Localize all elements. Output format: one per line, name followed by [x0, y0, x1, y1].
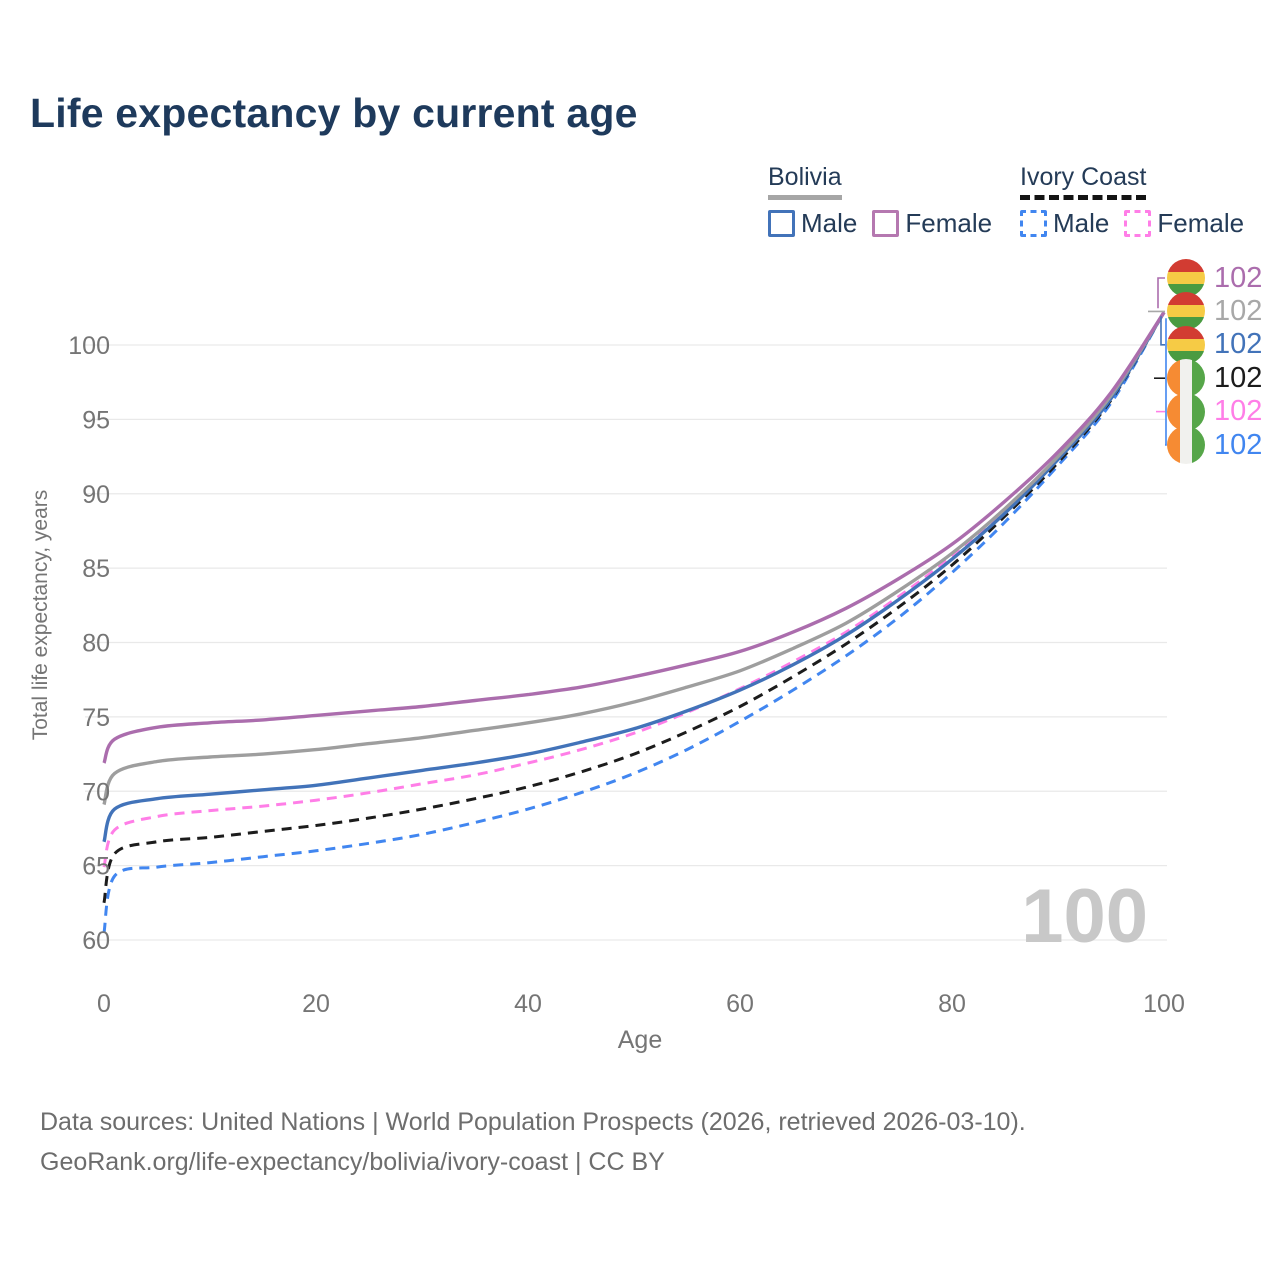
age-watermark: 100 — [1021, 874, 1148, 959]
legend-bolivia-female-label: Female — [905, 208, 993, 238]
ivory-coast-male-swatch-icon — [1020, 210, 1047, 237]
y-tick-80: 80 — [82, 630, 110, 658]
series-line-ivory-coast-male[interactable] — [102, 311, 1166, 933]
end-label-row-bolivia-1: 102 — [1167, 292, 1263, 331]
ivory-coast-female-swatch-icon — [1124, 210, 1152, 237]
legend-bolivia-female[interactable]: Female — [872, 208, 992, 239]
footer-source-line: Data sources: United Nations | World Pop… — [40, 1108, 1026, 1136]
footer-link-line: GeoRank.org/life-expectancy/bolivia/ivor… — [40, 1148, 665, 1176]
legend-bolivia-male[interactable]: Male — [768, 208, 857, 239]
x-tick-100: 100 — [1143, 990, 1185, 1018]
x-tick-60: 60 — [726, 990, 754, 1018]
x-tick-80: 80 — [938, 990, 966, 1018]
legend-bolivia-male-label: Male — [801, 208, 858, 238]
legend-ivory-coast-female-label: Female — [1157, 208, 1245, 238]
series-line-ivory-coast[interactable] — [102, 311, 1166, 904]
y-tick-75: 75 — [82, 704, 110, 732]
legend-country-bolivia-label: Bolivia — [768, 163, 842, 191]
x-tick-40: 40 — [514, 990, 542, 1018]
y-tick-70: 70 — [82, 778, 110, 806]
leader-line-0 — [1157, 277, 1165, 309]
legend-ivory-coast-female[interactable]: Female — [1124, 208, 1244, 239]
legend-group-bolivia: Bolivia Male Female — [768, 163, 992, 239]
plot-area[interactable] — [85, 270, 1167, 940]
legend-country-bolivia[interactable]: Bolivia — [768, 163, 842, 200]
series-line-bolivia[interactable] — [102, 311, 1166, 806]
legend-country-ivory-coast-label: Ivory Coast — [1020, 163, 1147, 191]
series-line-bolivia-female[interactable] — [102, 311, 1166, 764]
page-title: Life expectancy by current age — [30, 90, 638, 136]
legend-group-ivory-coast: Ivory Coast Male Female — [1020, 163, 1244, 239]
end-label-row-bolivia-2: 102 — [1167, 325, 1263, 364]
x-tick-0: 0 — [97, 990, 111, 1018]
legend-country-ivory-coast[interactable]: Ivory Coast — [1020, 163, 1147, 200]
bolivia-flag-icon — [1167, 325, 1205, 364]
legend-ivory-coast-male-label: Male — [1053, 208, 1110, 238]
end-label-row-bolivia-0: 102 — [1167, 259, 1262, 297]
x-axis-title: Age — [618, 1026, 662, 1054]
bolivia-male-swatch-icon — [768, 210, 795, 237]
end-value-label: 102 — [1214, 395, 1263, 428]
leader-line-5 — [1165, 318, 1167, 446]
end-label-row-ivory-coast-4: 102 — [1167, 392, 1263, 431]
bolivia-flag-icon — [1167, 259, 1205, 297]
x-tick-20: 20 — [302, 990, 330, 1018]
end-value-label: 102 — [1214, 261, 1263, 294]
end-value-label: 102 — [1214, 428, 1263, 461]
y-tick-60: 60 — [82, 927, 110, 955]
end-value-label: 102 — [1214, 361, 1263, 394]
bolivia-female-swatch-icon — [872, 210, 900, 237]
end-label-row-ivory-coast-5: 102 — [1167, 426, 1262, 464]
series-line-bolivia-male[interactable] — [102, 311, 1166, 843]
bolivia-flag-icon — [1167, 292, 1205, 331]
end-value-label: 102 — [1214, 294, 1263, 327]
y-tick-100: 100 — [68, 332, 110, 360]
ivory-coast-flag-icon — [1167, 426, 1205, 464]
leader-line-2 — [1160, 316, 1165, 346]
ivory-coast-flag-icon — [1167, 359, 1205, 398]
end-value-label: 102 — [1214, 328, 1263, 361]
y-tick-65: 65 — [82, 853, 110, 881]
legend-ivory-coast-male[interactable]: Male — [1020, 208, 1109, 239]
y-tick-90: 90 — [82, 481, 110, 509]
y-axis-title: Total life expectancy, years — [29, 490, 52, 741]
y-tick-85: 85 — [82, 555, 110, 583]
ivory-coast-flag-icon — [1167, 392, 1205, 431]
end-label-row-ivory-coast-3: 102 — [1167, 359, 1263, 398]
y-tick-95: 95 — [82, 406, 110, 434]
